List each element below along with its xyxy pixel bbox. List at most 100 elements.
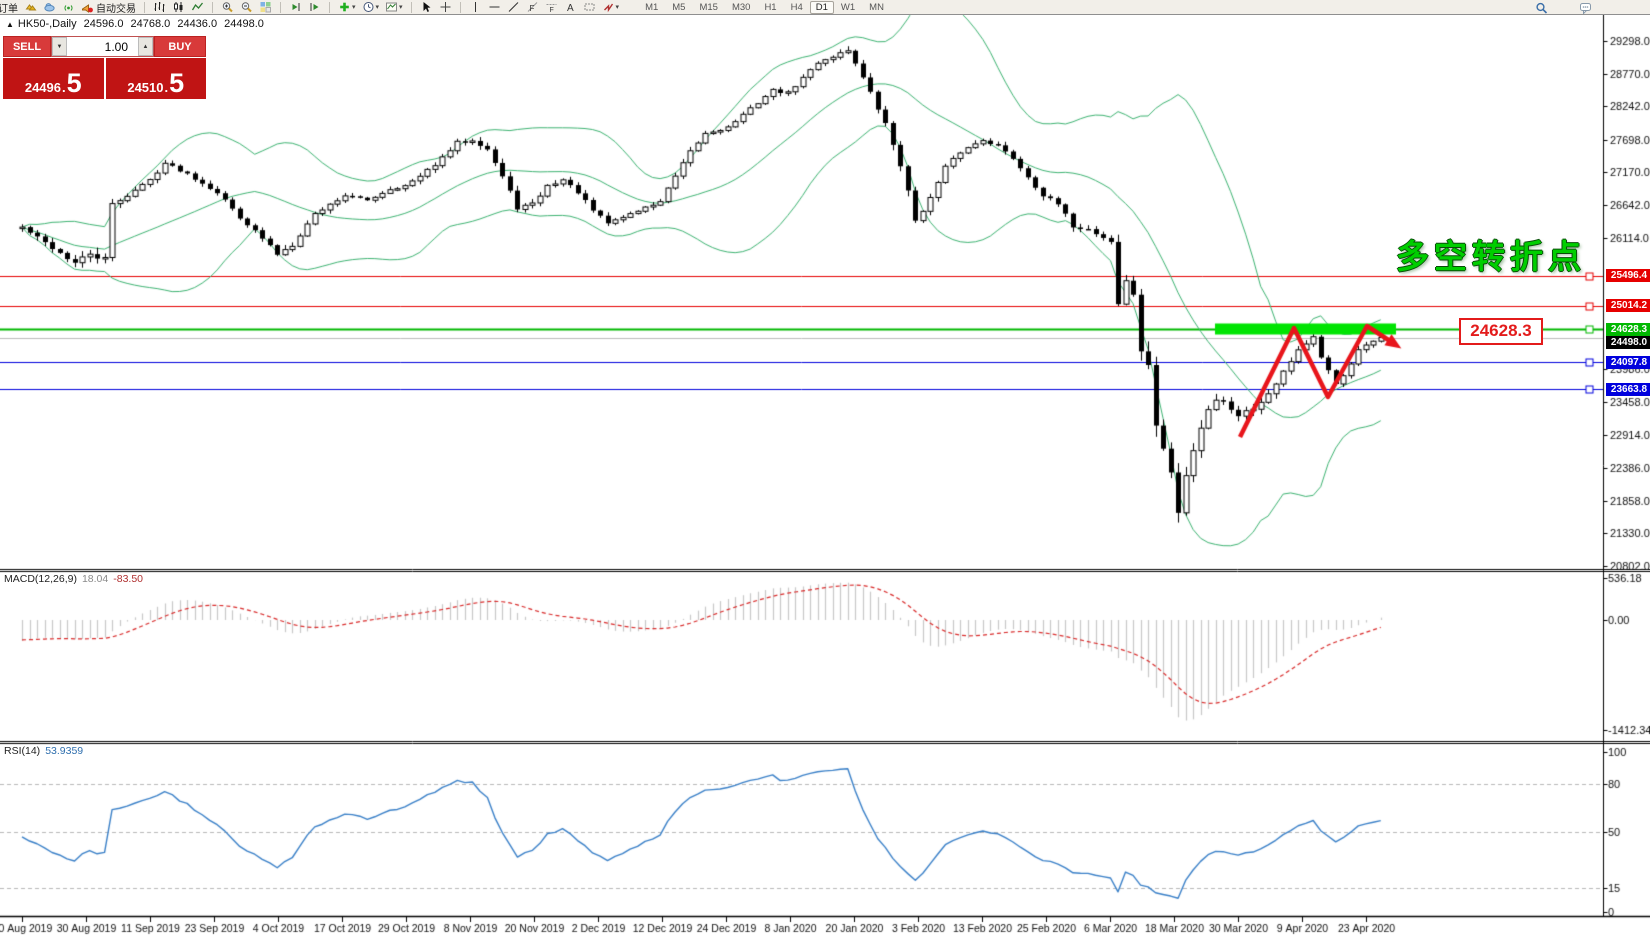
timeframe-h4-button[interactable]: H4 (790, 1, 803, 13)
arrows-icon-caret-icon[interactable]: ▾ (615, 4, 620, 11)
periods-icon-caret-icon[interactable]: ▾ (375, 4, 380, 11)
community-icon[interactable] (43, 1, 56, 14)
volume-decrease-button[interactable]: ▼ (52, 37, 67, 56)
periods-icon[interactable]: ▾ (362, 1, 380, 14)
text-icon-icon: A (564, 1, 577, 13)
toolbar-left-group: 新订单 自动交易 ▾ ▾ ▾ F F A ▾ (0, 1, 622, 14)
market-icon-icon (24, 1, 37, 13)
news-icon[interactable] (62, 1, 75, 14)
zoom-out-icon[interactable] (240, 1, 253, 14)
indicators-add-icon[interactable]: ▾ (338, 1, 356, 14)
templates-icon-caret-icon[interactable]: ▾ (399, 4, 403, 11)
macd-main-value: 18.04 (81, 573, 109, 585)
quick-search-icon[interactable] (1535, 1, 1548, 14)
macd-indicator-label: MACD(12,26,9) 18.04 -83.50 (4, 573, 143, 585)
autotrading-button[interactable]: 自动交易 (81, 1, 136, 14)
indicators-add-icon-caret-icon[interactable]: ▾ (352, 4, 356, 11)
sell-button[interactable]: SELL (3, 36, 51, 57)
timeframe-m15-button[interactable]: M15 (699, 1, 718, 13)
autotrading-button-label: 自动交易 (96, 3, 136, 15)
price-tag-24097-8: 24097.8 (1606, 356, 1650, 369)
chat-icon[interactable] (1579, 1, 1592, 14)
text-label-icon[interactable] (583, 1, 596, 14)
vertical-line-icon-icon (469, 1, 482, 13)
community-icon-icon (43, 1, 56, 13)
arrows-icon-icon (602, 1, 615, 13)
price-callout-label[interactable]: 24628.3 (1459, 318, 1543, 345)
timeframe-m30-button[interactable]: M30 (731, 1, 751, 13)
trendline-icon[interactable] (507, 1, 520, 14)
zoom-in-icon[interactable] (221, 1, 234, 14)
line-chart-icon[interactable] (191, 1, 204, 14)
timeframe-w1-button[interactable]: W1 (840, 1, 856, 13)
main-toolbar: 新订单 自动交易 ▾ ▾ ▾ F F A ▾ M1 M5 M15 M30 H1 H4 D1 W1 MN (0, 0, 1650, 15)
chart-shift-icon-icon (308, 1, 321, 13)
timeframe-d1-button[interactable]: D1 (809, 0, 834, 14)
price-tag-25014-2: 25014.2 (1606, 299, 1650, 312)
new-order-button-label: 新订单 (0, 3, 18, 15)
timeframe-m5-button[interactable]: M5 (672, 1, 686, 13)
macd-signal-value: -83.50 (113, 573, 144, 585)
volume-control: ▼ ▲ (51, 36, 154, 57)
buy-price-int: 24510 (127, 80, 164, 95)
volume-increase-button[interactable]: ▲ (138, 37, 153, 56)
zoom-in-icon-icon (221, 1, 234, 13)
crosshair-icon[interactable] (439, 1, 452, 14)
svg-text:F: F (549, 7, 553, 13)
crosshair-icon-icon (439, 1, 452, 13)
open-value: 24596.0 (83, 18, 124, 30)
tile-windows-icon[interactable] (259, 1, 272, 14)
volume-input[interactable] (67, 37, 138, 56)
chart-shift-icon[interactable] (308, 1, 321, 14)
buy-button[interactable]: BUY (154, 36, 206, 57)
new-order-button[interactable]: 新订单 (0, 1, 18, 15)
sell-price-panel[interactable]: 24496 . 5 (3, 58, 104, 99)
auto-scroll-icon[interactable] (289, 1, 302, 14)
sell-price-int: 24496 (24, 80, 61, 95)
vertical-line-icon[interactable] (469, 1, 482, 14)
bar-chart-icon[interactable] (153, 1, 166, 14)
horizontal-line-icon-icon (488, 1, 501, 13)
timeframe-m1-button[interactable]: M1 (645, 1, 659, 13)
sell-price-dot: . (62, 80, 66, 95)
turning-point-annotation[interactable]: 多空转折点 (1396, 238, 1586, 275)
collapse-triangle-icon[interactable]: ▲ (6, 20, 14, 29)
fibonacci-icon[interactable]: F (526, 1, 539, 14)
fibonacci-expansion-icon-icon: F (545, 1, 558, 13)
fibonacci-expansion-icon[interactable]: F (545, 1, 558, 14)
cursor-icon[interactable] (420, 1, 433, 14)
periods-icon-icon (362, 1, 375, 13)
toolbar-separator (410, 1, 412, 13)
chart-title: ▲ HK50-,Daily 24596.0 24768.0 24436.0 244… (6, 18, 268, 30)
text-icon[interactable]: A (564, 1, 577, 14)
horizontal-line-icon[interactable] (488, 1, 501, 14)
trendline-icon-icon (507, 1, 520, 13)
bar-chart-icon-icon (153, 1, 166, 13)
buy-price-frac: 5 (169, 68, 185, 98)
market-icon[interactable] (24, 1, 37, 14)
price-tag-23663-8: 23663.8 (1606, 383, 1650, 396)
timeframe-toolbar: M1 M5 M15 M30 H1 H4 D1 W1 MN (638, 0, 891, 14)
timeframe-mn-button[interactable]: MN (869, 1, 884, 13)
one-click-trading-widget: SELL ▼ ▲ BUY 24496 . 5 24510 . 5 (3, 36, 206, 99)
templates-icon[interactable]: ▾ (385, 1, 403, 14)
arrows-icon[interactable]: ▾ (602, 1, 620, 14)
auto-scroll-icon-icon (289, 1, 302, 13)
indicators-add-icon-icon (338, 1, 351, 13)
toolbar-separator (329, 1, 330, 13)
buy-price-panel[interactable]: 24510 . 5 (105, 58, 206, 99)
candlestick-chart-icon-icon (172, 1, 185, 13)
line-chart-icon-icon (191, 1, 204, 13)
toolbar-separator (212, 1, 213, 13)
candlestick-chart-icon[interactable] (172, 1, 185, 14)
macd-name: MACD(12,26,9) (4, 573, 77, 585)
text-label-icon-icon (583, 1, 596, 13)
price-tag-24628-3: 24628.3 (1606, 323, 1650, 336)
timeframe-h1-button[interactable]: H1 (764, 1, 777, 13)
cursor-icon-icon (420, 1, 433, 13)
buy-price-dot: . (164, 80, 169, 95)
rsi-name: RSI(14) (4, 745, 41, 757)
rsi-indicator-label: RSI(14) 53.9359 (4, 745, 83, 757)
